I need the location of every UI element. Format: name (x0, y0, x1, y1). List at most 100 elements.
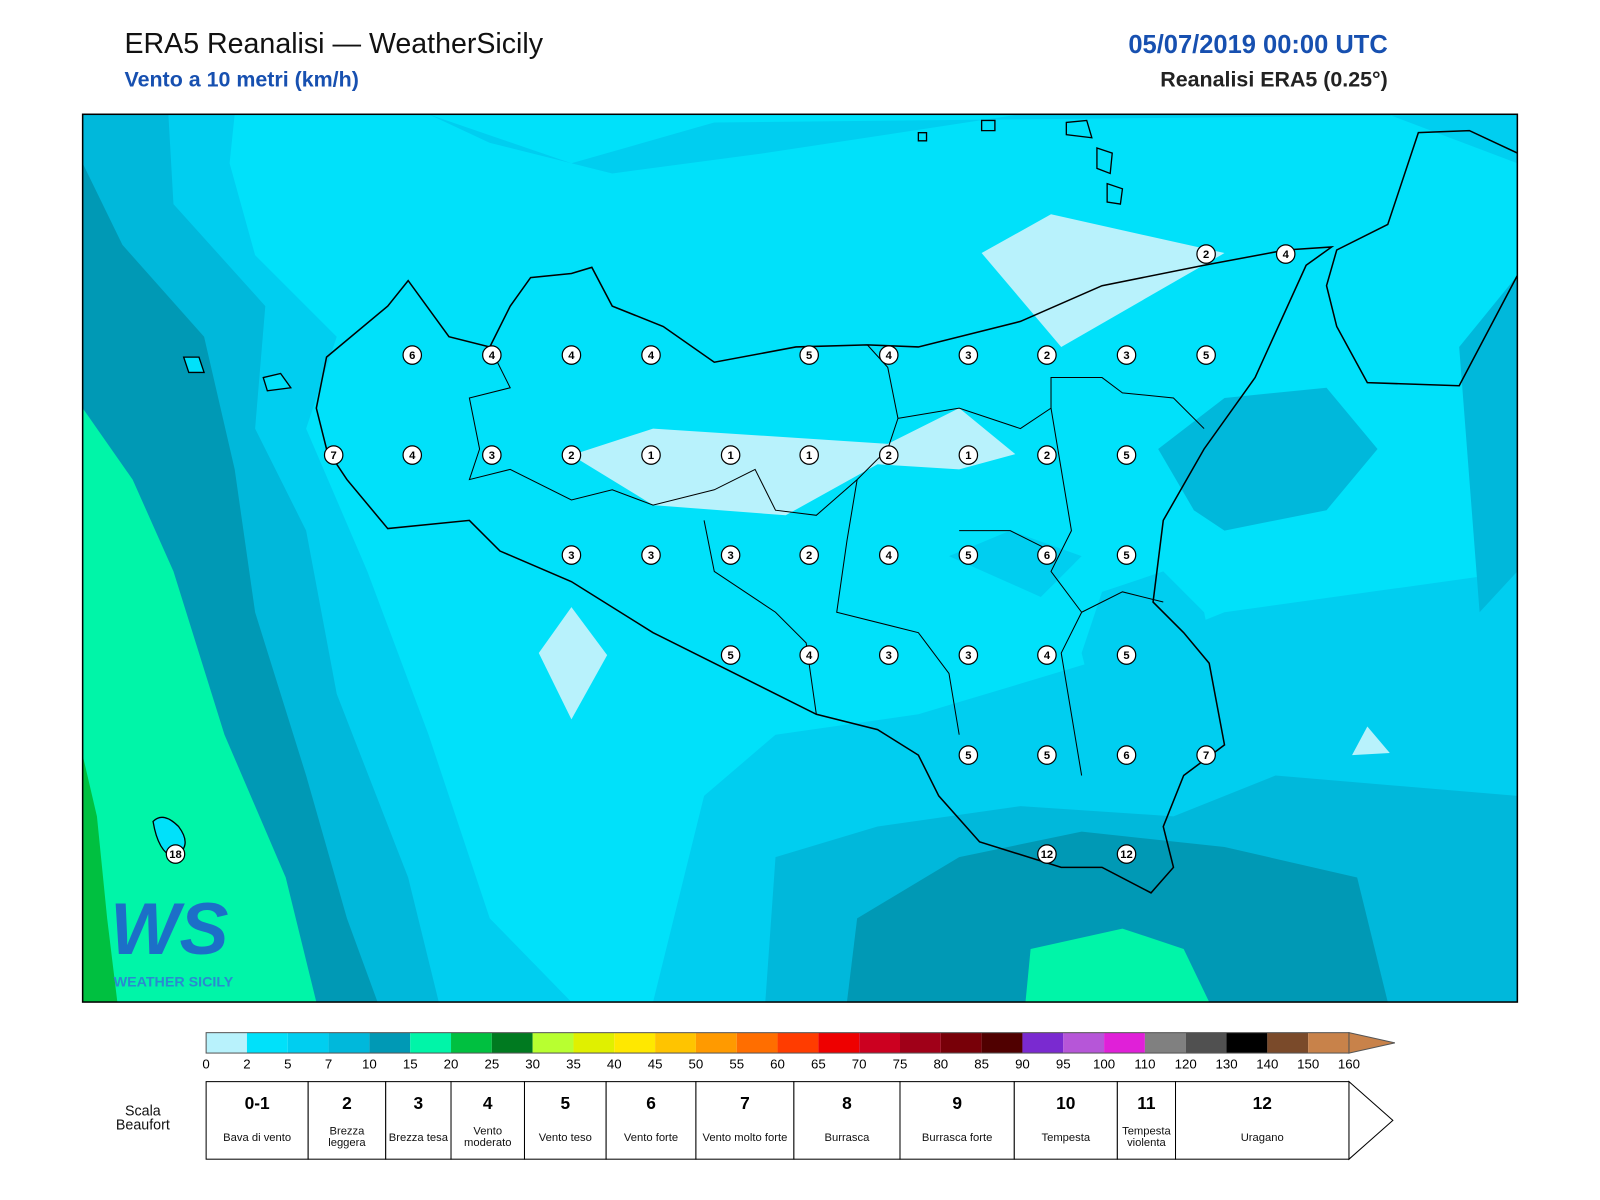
beaufort-box (695, 1081, 795, 1160)
colorbar: 0 2 5 7 10 15 20 25 30 35 40 45 50 55 60 65 70 75 80 85 90 95… (202, 1032, 1396, 1071)
color-swatch (736, 1032, 778, 1054)
station-marker (561, 545, 582, 565)
beaufort-force: 10 (1056, 1093, 1075, 1113)
beaufort-arrow (1348, 1080, 1394, 1161)
beaufort-name: Vento molto forte (702, 1131, 788, 1144)
station-marker (641, 545, 661, 565)
station-marker (1196, 345, 1216, 365)
color-swatch (695, 1032, 737, 1054)
beaufort-name: Vento forte (623, 1131, 679, 1144)
beaufort-force: 6 (646, 1093, 656, 1113)
beaufort-force: 3 (414, 1093, 424, 1113)
colorbar-frame (205, 1032, 1350, 1054)
logo-subtext: WEATHER SICILY (114, 975, 234, 991)
station-value: 1 (727, 450, 733, 462)
station-value: 2 (1044, 450, 1050, 462)
station-value: 5 (965, 750, 971, 762)
color-swatch (1063, 1032, 1105, 1054)
color-swatch (1308, 1032, 1349, 1054)
station-value: 7 (1203, 750, 1209, 762)
beaufort-box (205, 1081, 309, 1160)
station-value: 3 (568, 550, 574, 562)
beaufort-name: Burrasca forte (921, 1131, 993, 1144)
color-swatch (328, 1032, 370, 1054)
colorbar-tick-label: 65 (811, 1056, 826, 1071)
beaufort-name: Tempesta (1041, 1131, 1091, 1144)
beaufort-name-box: Tempesta violenta (1122, 1125, 1171, 1149)
color-swatch (859, 1032, 900, 1054)
colorbar-tick-label: 2 (243, 1056, 250, 1071)
station-marker (402, 345, 423, 365)
colorbar-tick-label: 75 (893, 1056, 908, 1071)
beaufort-name: Vento moderato (464, 1125, 512, 1149)
colorbar-tick-label: 90 (1015, 1056, 1030, 1071)
color-swatch (206, 1032, 247, 1054)
station-marker (878, 445, 899, 465)
colorbar-tick-label: 35 (566, 1056, 581, 1071)
station-value: 12 (1120, 849, 1132, 861)
beaufort-name-box: Brezza leggera (328, 1126, 365, 1148)
beaufort-box (307, 1081, 387, 1160)
colorbar-tick-label: 150 (1297, 1056, 1319, 1071)
station-marker (799, 645, 819, 665)
station-marker (958, 745, 979, 765)
station-value: 5 (1123, 650, 1129, 662)
date: 05/07/2019 00:00 UTC (1128, 31, 1387, 59)
beaufort-force: 5 (560, 1093, 570, 1113)
station-value: 5 (965, 550, 971, 562)
color-swatch (491, 1032, 533, 1054)
color-swatch (614, 1032, 656, 1054)
station-marker (958, 345, 979, 365)
station-value: 6 (1123, 750, 1129, 762)
colorbar-tick-label: 30 (525, 1056, 540, 1071)
station-marker (561, 445, 582, 465)
beaufort-box (450, 1081, 525, 1160)
station-marker (1116, 745, 1137, 765)
station-marker (799, 345, 819, 365)
station-value: 5 (727, 650, 733, 662)
color-swatch (410, 1032, 452, 1054)
station-marker (1116, 445, 1137, 465)
station-marker (1275, 244, 1296, 264)
beaufort-name: Bava di vento (223, 1131, 292, 1144)
beaufort-force: 7 (740, 1093, 750, 1113)
beaufort-name-box: Vento teso (539, 1132, 592, 1143)
beaufort-name-box: Vento forte (623, 1131, 679, 1144)
color-swatch (818, 1032, 860, 1054)
color-swatch (981, 1032, 1023, 1054)
color-swatch (573, 1032, 615, 1054)
beaufort-box (523, 1081, 607, 1160)
station-marker (1037, 745, 1057, 765)
colorbar-tick-label: 15 (403, 1056, 418, 1071)
station-marker (482, 345, 502, 365)
colorbar-tick-label: 20 (444, 1056, 459, 1071)
station-value: 1 (806, 450, 812, 462)
logo-text: WS (110, 887, 228, 970)
station-marker (958, 445, 979, 465)
beaufort-name: Uragano (1240, 1131, 1284, 1144)
colorbar-tick-label: 50 (689, 1056, 704, 1071)
station-value: 3 (489, 450, 495, 462)
source: Reanalisi ERA5 (0.25°) (1160, 68, 1387, 92)
color-swatch (1144, 1032, 1186, 1054)
beaufort-scale: Scala Beaufort 0-1 Bava di vento 2 Brezza l… (116, 1080, 1394, 1161)
station-value: 3 (1123, 350, 1129, 362)
station-value: 5 (806, 350, 812, 362)
station-marker (720, 645, 741, 665)
station-marker (1037, 545, 1057, 565)
station-value: 4 (1044, 650, 1051, 662)
beaufort-box (605, 1081, 697, 1160)
station-marker (641, 445, 661, 465)
station-marker (561, 345, 582, 365)
beaufort-name-box: Vento molto forte (702, 1131, 788, 1144)
station-marker (799, 445, 819, 465)
color-swatch (1185, 1032, 1227, 1054)
station-value: 4 (489, 350, 496, 362)
station-marker (641, 345, 661, 365)
beaufort-box (385, 1081, 452, 1160)
colorbar-tick-label: 45 (648, 1056, 663, 1071)
station-marker (958, 545, 979, 565)
beaufort-name: Tempesta violenta (1122, 1125, 1171, 1149)
title: ERA5 Reanalisi — WeatherSicily (124, 28, 543, 60)
